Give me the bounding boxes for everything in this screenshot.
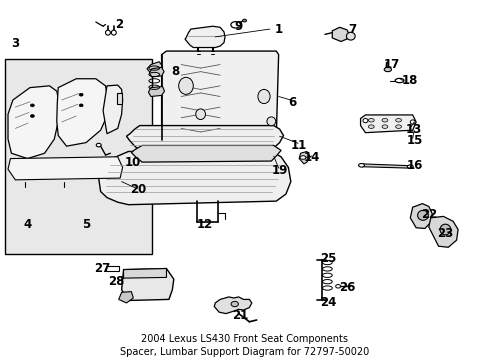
Text: 12: 12 (196, 219, 212, 231)
Text: 26: 26 (338, 281, 354, 294)
Ellipse shape (417, 210, 427, 220)
Text: 8: 8 (171, 65, 179, 78)
Polygon shape (98, 152, 290, 205)
Ellipse shape (230, 22, 240, 28)
Polygon shape (361, 164, 409, 168)
Polygon shape (147, 62, 162, 75)
Ellipse shape (335, 284, 340, 288)
Text: 19: 19 (271, 164, 287, 177)
Ellipse shape (381, 125, 387, 129)
Ellipse shape (30, 104, 34, 107)
Text: 27: 27 (94, 262, 110, 275)
Polygon shape (131, 145, 281, 162)
Ellipse shape (257, 89, 269, 104)
Polygon shape (123, 269, 166, 278)
Text: 6: 6 (287, 96, 296, 109)
Ellipse shape (79, 104, 83, 107)
Ellipse shape (111, 30, 116, 35)
Polygon shape (161, 51, 278, 143)
Ellipse shape (346, 32, 354, 40)
Ellipse shape (242, 19, 246, 22)
Text: 17: 17 (383, 58, 399, 71)
Ellipse shape (195, 109, 205, 120)
Text: 3: 3 (11, 37, 20, 50)
Text: 20: 20 (130, 183, 146, 196)
Text: 25: 25 (320, 252, 336, 265)
Ellipse shape (394, 78, 403, 83)
Text: 2004 Lexus LS430 Front Seat Components
Spacer, Lumbar Support Diagram for 72797-: 2004 Lexus LS430 Front Seat Components S… (120, 334, 368, 357)
Ellipse shape (30, 114, 34, 117)
Ellipse shape (409, 120, 414, 124)
Ellipse shape (367, 118, 373, 122)
Polygon shape (126, 126, 283, 150)
Polygon shape (299, 152, 310, 164)
Ellipse shape (105, 30, 110, 35)
Polygon shape (331, 27, 348, 41)
Polygon shape (8, 86, 59, 158)
Polygon shape (360, 115, 415, 133)
Text: 5: 5 (81, 218, 90, 231)
Ellipse shape (362, 118, 367, 123)
Text: 4: 4 (23, 218, 32, 231)
Ellipse shape (178, 77, 193, 94)
Text: 18: 18 (401, 74, 418, 87)
Polygon shape (103, 85, 122, 134)
Ellipse shape (439, 224, 450, 235)
Polygon shape (117, 93, 122, 104)
Text: 11: 11 (290, 139, 306, 152)
Polygon shape (184, 26, 224, 48)
Text: 1: 1 (274, 23, 282, 36)
Text: 10: 10 (124, 156, 140, 168)
Text: 28: 28 (108, 275, 124, 288)
Ellipse shape (384, 67, 391, 72)
Text: 13: 13 (405, 123, 422, 136)
Ellipse shape (395, 118, 401, 122)
Polygon shape (409, 204, 431, 229)
Polygon shape (119, 292, 133, 303)
Ellipse shape (79, 93, 83, 96)
Polygon shape (122, 269, 173, 301)
Ellipse shape (231, 301, 238, 307)
Text: 15: 15 (406, 134, 423, 147)
Polygon shape (8, 157, 122, 180)
Ellipse shape (358, 163, 364, 167)
Ellipse shape (300, 156, 305, 159)
Ellipse shape (381, 118, 387, 122)
Polygon shape (148, 86, 164, 96)
Text: 7: 7 (348, 23, 356, 36)
Text: 2: 2 (114, 18, 122, 31)
Ellipse shape (96, 143, 101, 147)
Polygon shape (149, 67, 163, 77)
Polygon shape (214, 297, 251, 314)
Ellipse shape (266, 117, 275, 126)
Polygon shape (105, 266, 119, 271)
Text: 24: 24 (320, 297, 336, 310)
Text: 9: 9 (234, 20, 242, 33)
Text: 14: 14 (303, 151, 319, 164)
Polygon shape (57, 79, 108, 146)
Bar (4, 59, 152, 255)
Polygon shape (428, 216, 457, 247)
Ellipse shape (407, 165, 412, 168)
Text: 21: 21 (232, 309, 248, 322)
Text: 23: 23 (436, 226, 452, 239)
Text: 22: 22 (420, 208, 436, 221)
Ellipse shape (395, 125, 401, 129)
Text: 16: 16 (406, 159, 423, 172)
Ellipse shape (367, 125, 373, 129)
